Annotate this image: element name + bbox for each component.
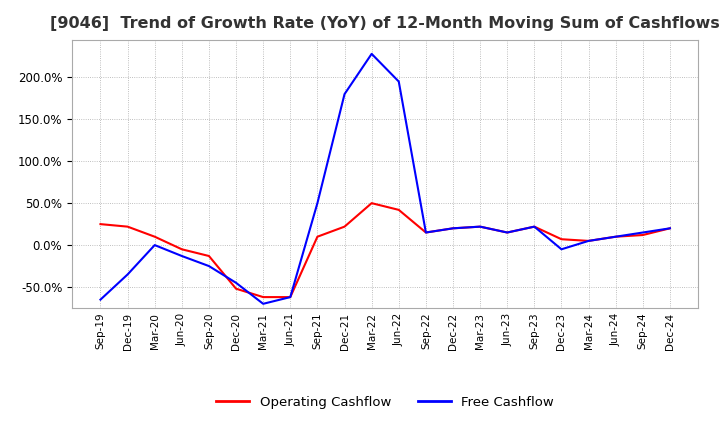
Operating Cashflow bbox=[204, 253, 213, 259]
Free Cashflow bbox=[204, 264, 213, 269]
Free Cashflow bbox=[313, 201, 322, 206]
Operating Cashflow bbox=[178, 247, 186, 252]
Operating Cashflow bbox=[449, 226, 457, 231]
Free Cashflow bbox=[476, 224, 485, 229]
Operating Cashflow bbox=[611, 234, 620, 239]
Free Cashflow bbox=[395, 79, 403, 84]
Operating Cashflow bbox=[367, 201, 376, 206]
Free Cashflow bbox=[611, 234, 620, 239]
Free Cashflow bbox=[503, 230, 511, 235]
Operating Cashflow bbox=[96, 221, 105, 227]
Operating Cashflow bbox=[150, 234, 159, 239]
Free Cashflow bbox=[150, 242, 159, 248]
Operating Cashflow bbox=[557, 237, 566, 242]
Operating Cashflow bbox=[341, 224, 349, 229]
Free Cashflow bbox=[259, 301, 268, 306]
Operating Cashflow bbox=[421, 230, 430, 235]
Free Cashflow bbox=[584, 238, 593, 244]
Operating Cashflow bbox=[584, 238, 593, 244]
Free Cashflow bbox=[341, 92, 349, 97]
Free Cashflow bbox=[367, 51, 376, 56]
Title: [9046]  Trend of Growth Rate (YoY) of 12-Month Moving Sum of Cashflows: [9046] Trend of Growth Rate (YoY) of 12-… bbox=[50, 16, 720, 32]
Operating Cashflow bbox=[503, 230, 511, 235]
Free Cashflow bbox=[123, 272, 132, 277]
Free Cashflow bbox=[96, 297, 105, 302]
Operating Cashflow bbox=[286, 294, 294, 300]
Operating Cashflow bbox=[313, 234, 322, 239]
Free Cashflow bbox=[178, 253, 186, 259]
Operating Cashflow bbox=[639, 232, 647, 238]
Operating Cashflow bbox=[123, 224, 132, 229]
Free Cashflow bbox=[530, 224, 539, 229]
Legend: Operating Cashflow, Free Cashflow: Operating Cashflow, Free Cashflow bbox=[211, 391, 559, 414]
Line: Operating Cashflow: Operating Cashflow bbox=[101, 203, 670, 297]
Free Cashflow bbox=[286, 294, 294, 300]
Operating Cashflow bbox=[395, 207, 403, 213]
Free Cashflow bbox=[449, 226, 457, 231]
Operating Cashflow bbox=[476, 224, 485, 229]
Operating Cashflow bbox=[530, 224, 539, 229]
Free Cashflow bbox=[421, 230, 430, 235]
Free Cashflow bbox=[557, 247, 566, 252]
Operating Cashflow bbox=[232, 286, 240, 291]
Operating Cashflow bbox=[665, 226, 674, 231]
Free Cashflow bbox=[639, 230, 647, 235]
Free Cashflow bbox=[665, 226, 674, 231]
Free Cashflow bbox=[232, 280, 240, 286]
Operating Cashflow bbox=[259, 294, 268, 300]
Line: Free Cashflow: Free Cashflow bbox=[101, 54, 670, 304]
